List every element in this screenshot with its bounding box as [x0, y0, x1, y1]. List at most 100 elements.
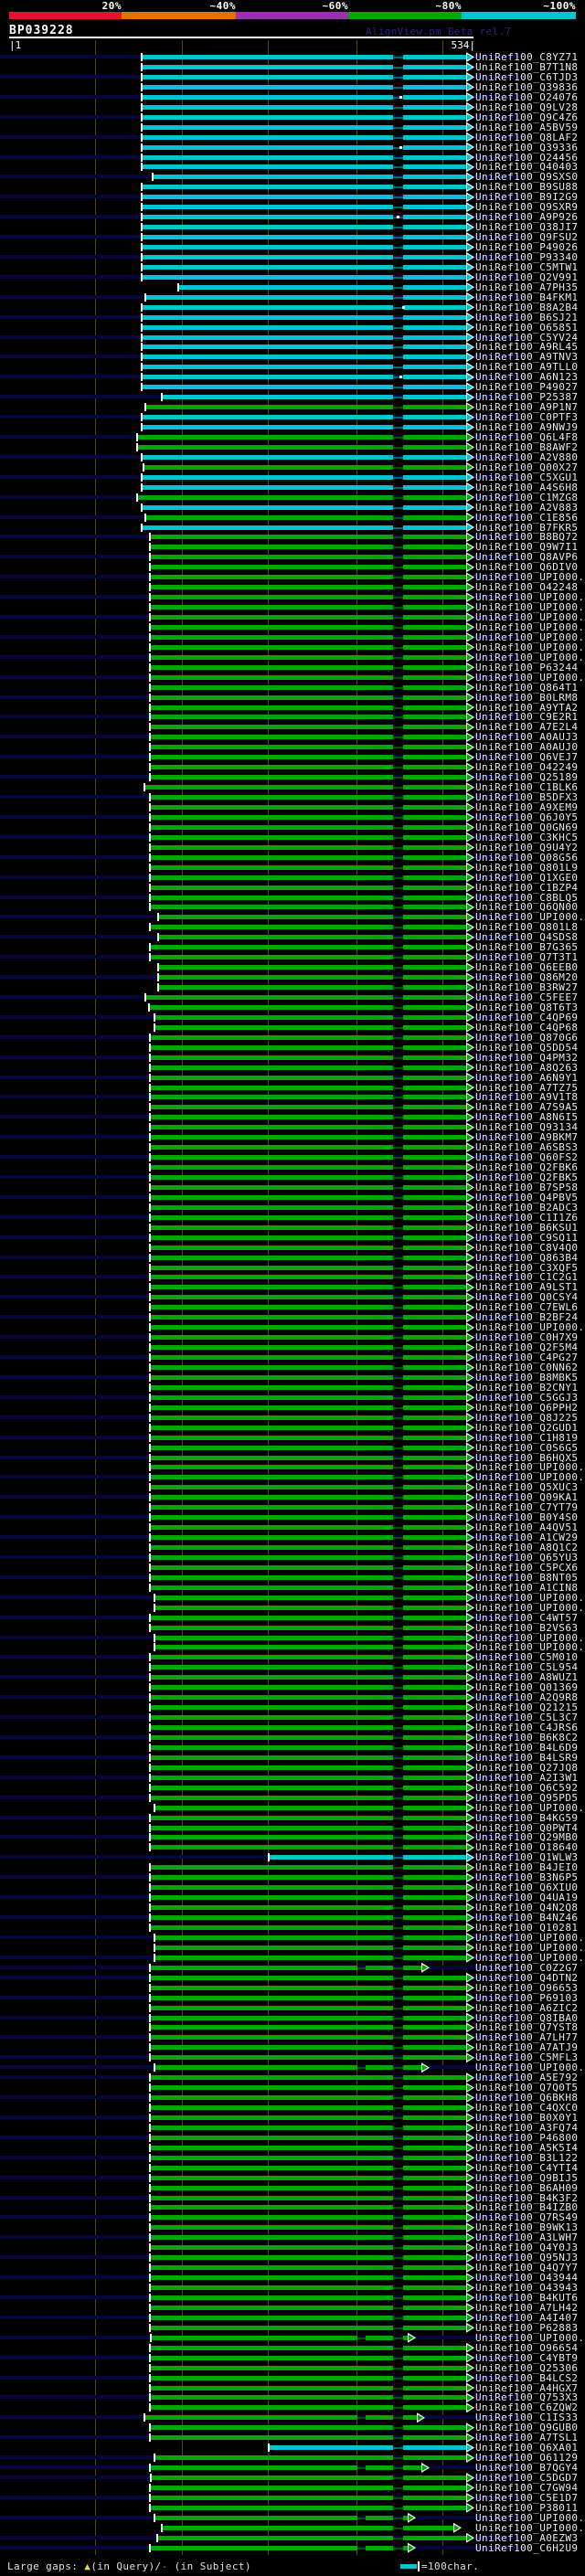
- alignment-bar[interactable]: [151, 1705, 393, 1711]
- row-label[interactable]: UniRef100_C6TJD3: [475, 70, 579, 83]
- alignment-bar[interactable]: [151, 2135, 393, 2140]
- row-label[interactable]: UniRef100_P38011: [475, 2501, 579, 2514]
- alignment-bar[interactable]: [403, 164, 466, 170]
- alignment-bar[interactable]: [151, 1495, 393, 1500]
- alignment-bar[interactable]: [151, 1155, 393, 1161]
- row-label[interactable]: UniRef100_C3KHC5: [475, 831, 579, 843]
- alignment-bar[interactable]: [143, 74, 393, 80]
- alignment-bar[interactable]: [403, 1214, 466, 1220]
- row-label[interactable]: UniRef100_Q2F5M4: [475, 1341, 579, 1354]
- alignment-bar[interactable]: [403, 1335, 466, 1341]
- row-label[interactable]: UniRef100_B4IZB0: [475, 2201, 579, 2214]
- alignment-bar[interactable]: [403, 1935, 466, 1940]
- alignment-bar[interactable]: [403, 2495, 466, 2500]
- alignment-bar[interactable]: [151, 1055, 393, 1060]
- alignment-bar[interactable]: [151, 1065, 393, 1070]
- alignment-bar[interactable]: [151, 1095, 393, 1100]
- row-label[interactable]: UniRef100_Q863B4: [475, 1251, 579, 1264]
- alignment-bar[interactable]: [151, 1275, 393, 1280]
- alignment-bar[interactable]: [403, 834, 466, 840]
- alignment-bar[interactable]: [403, 514, 466, 520]
- alignment-bar[interactable]: [403, 375, 466, 380]
- row-label[interactable]: UniRef100_A9TNV3: [475, 351, 579, 364]
- alignment-bar[interactable]: [143, 124, 393, 130]
- alignment-bar[interactable]: [151, 2485, 393, 2490]
- alignment-bar[interactable]: [403, 2535, 466, 2540]
- alignment-bar[interactable]: [151, 875, 393, 880]
- alignment-bar[interactable]: [403, 2455, 466, 2461]
- row-label[interactable]: UniRef100_A9TLL0: [475, 361, 579, 374]
- alignment-bar[interactable]: [151, 1184, 393, 1190]
- alignment-bar[interactable]: [143, 504, 393, 510]
- row-label[interactable]: UniRef100_C5M010: [475, 1651, 579, 1664]
- row-label[interactable]: UniRef100_C5MTW1: [475, 260, 579, 273]
- alignment-bar[interactable]: [403, 1425, 466, 1430]
- alignment-bar[interactable]: [403, 134, 466, 140]
- row-label[interactable]: UniRef100_Q21215: [475, 1701, 579, 1714]
- alignment-bar[interactable]: [151, 1835, 393, 1840]
- alignment-bar[interactable]: [151, 1845, 393, 1850]
- alignment-bar[interactable]: [403, 1135, 466, 1140]
- alignment-bar[interactable]: [403, 684, 466, 690]
- row-label[interactable]: UniRef100_B4KG59: [475, 1811, 579, 1824]
- alignment-bar[interactable]: [403, 1754, 466, 1760]
- row-label[interactable]: UniRef100_A5E792: [475, 2072, 579, 2084]
- alignment-bar[interactable]: [151, 565, 393, 570]
- alignment-bar[interactable]: [403, 1525, 466, 1531]
- alignment-bar[interactable]: [403, 2185, 466, 2190]
- alignment-bar[interactable]: [403, 1945, 466, 1950]
- row-label[interactable]: UniRef100_C4PG27: [475, 1352, 579, 1363]
- alignment-bar[interactable]: [403, 885, 466, 890]
- alignment-bar[interactable]: [403, 1075, 466, 1080]
- row-label[interactable]: UniRef100_A4I407: [475, 2311, 579, 2324]
- alignment-bar[interactable]: [151, 1525, 393, 1531]
- alignment-bar[interactable]: [143, 114, 393, 120]
- alignment-bar[interactable]: [151, 2185, 393, 2190]
- row-label[interactable]: UniRef100_C5PCX6: [475, 1561, 579, 1574]
- alignment-bar[interactable]: [151, 1435, 393, 1440]
- alignment-bar[interactable]: [403, 1165, 466, 1170]
- alignment-bar[interactable]: [403, 2355, 466, 2360]
- row-label[interactable]: UniRef100_C5YV24: [475, 331, 579, 344]
- alignment-bar[interactable]: [143, 454, 393, 460]
- row-label[interactable]: UniRef100_Q4Q7Y7: [475, 2262, 579, 2274]
- alignment-bar[interactable]: [151, 1765, 393, 1770]
- row-label[interactable]: UniRef100_C0NN62: [475, 1362, 579, 1373]
- alignment-bar[interactable]: [403, 425, 466, 429]
- row-label[interactable]: UniRef100_Q39836: [475, 80, 579, 93]
- alignment-bar[interactable]: [403, 805, 466, 810]
- alignment-bar[interactable]: [403, 1895, 466, 1901]
- row-label[interactable]: UniRef100_A9BKM7: [475, 1131, 579, 1144]
- alignment-bar[interactable]: [151, 2385, 393, 2390]
- alignment-bar[interactable]: [403, 2115, 466, 2120]
- alignment-bar[interactable]: [403, 1924, 466, 1930]
- alignment-bar[interactable]: [403, 1305, 466, 1310]
- alignment-bar[interactable]: [151, 1315, 393, 1320]
- row-label[interactable]: UniRef100_Q40403: [475, 161, 579, 174]
- alignment-bar[interactable]: [403, 1265, 466, 1270]
- row-label[interactable]: UniRef100_A2V880: [475, 451, 579, 463]
- row-label[interactable]: UniRef100_A9P1N7: [475, 401, 579, 414]
- alignment-bar[interactable]: [151, 2205, 393, 2210]
- alignment-bar[interactable]: [403, 1995, 466, 2000]
- alignment-bar[interactable]: [403, 1115, 466, 1120]
- alignment-bar[interactable]: [151, 1995, 393, 2000]
- alignment-bar[interactable]: [151, 1085, 393, 1090]
- row-label[interactable]: UniRef100_B8NT05: [475, 1571, 579, 1584]
- row-label[interactable]: UniRef100_A4HGX7: [475, 2381, 579, 2394]
- alignment-bar[interactable]: [403, 1275, 466, 1280]
- row-label[interactable]: UniRef100_Q38JI7: [475, 221, 579, 234]
- alignment-bar[interactable]: [403, 395, 466, 400]
- row-label[interactable]: UniRef100_Q8J225: [475, 1411, 579, 1424]
- alignment-bar[interactable]: [403, 1855, 466, 1860]
- alignment-bar[interactable]: [151, 1695, 393, 1701]
- row-label[interactable]: UniRef100_Q2GUD1: [475, 1421, 579, 1434]
- alignment-bar[interactable]: [403, 1445, 466, 1450]
- row-label[interactable]: UniRef100_C1BZP4: [475, 881, 579, 894]
- alignment-bar[interactable]: [151, 2395, 393, 2401]
- alignment-bar[interactable]: [151, 1795, 393, 1800]
- alignment-bar[interactable]: [143, 185, 393, 190]
- row-label[interactable]: UniRef100_Q4PM32: [475, 1051, 579, 1064]
- row-label[interactable]: UniRef100_Q7YST8: [475, 2021, 579, 2034]
- row-label[interactable]: UniRef100_C8BLQ5: [475, 891, 579, 904]
